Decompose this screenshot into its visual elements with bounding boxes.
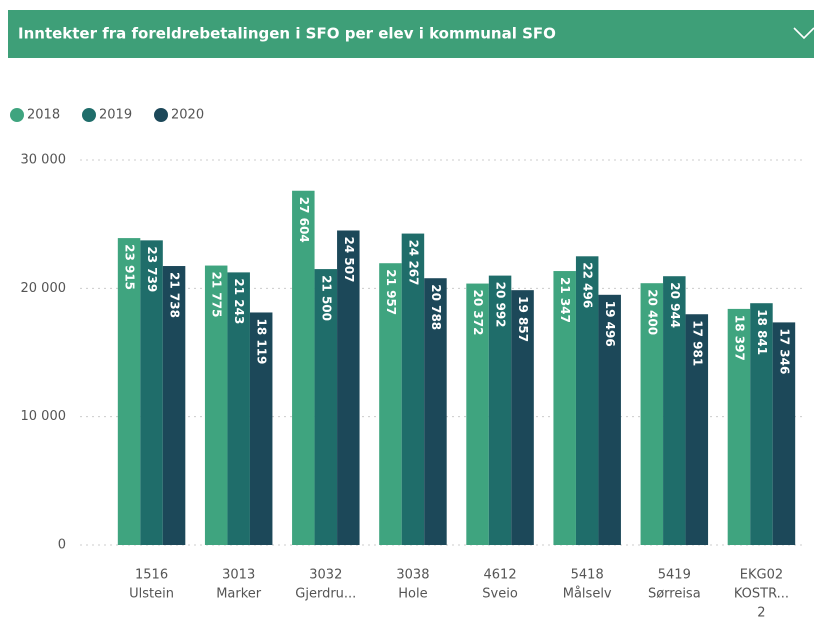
- data-label: 21 500: [319, 275, 333, 321]
- legend-swatch: [10, 108, 24, 122]
- data-label: 22 496: [581, 262, 595, 308]
- bar: [379, 263, 402, 545]
- data-label: 21 957: [384, 269, 398, 315]
- legend-label: 2018: [27, 108, 60, 123]
- x-tick-label: Sørreisa: [648, 587, 701, 602]
- data-label: 18 841: [755, 309, 769, 355]
- bar: [249, 312, 273, 545]
- bar: [727, 308, 751, 545]
- x-tick-label: 4612: [484, 568, 517, 583]
- x-tick-label: Sveio: [482, 587, 518, 602]
- data-label: 20 944: [668, 282, 682, 328]
- data-label: 18 119: [255, 318, 269, 364]
- bar: [401, 233, 425, 546]
- bar: [314, 269, 338, 545]
- bar: [553, 271, 576, 545]
- data-label: 18 397: [732, 315, 746, 361]
- x-tick-label: KOSTR...: [734, 587, 789, 602]
- chart-title: Inntekter fra foreldrebetalingen i SFO p…: [18, 25, 556, 43]
- data-label: 21 243: [232, 278, 246, 324]
- data-label: 21 738: [168, 272, 182, 318]
- data-label: 24 507: [342, 236, 356, 282]
- x-tick-label: 3038: [396, 568, 429, 583]
- bar: [488, 275, 512, 545]
- x-tick-label: 5419: [658, 568, 691, 583]
- data-label: 17 346: [777, 328, 791, 374]
- header-bar[interactable]: [8, 10, 814, 58]
- data-label: 20 372: [471, 290, 485, 336]
- y-tick-label: 0: [58, 538, 66, 553]
- x-tick-label: 1516: [135, 568, 168, 583]
- data-label: 21 347: [558, 277, 572, 323]
- bar: [227, 272, 250, 545]
- legend-label: 2019: [99, 108, 132, 123]
- bar: [663, 276, 686, 545]
- bar: [204, 265, 228, 545]
- data-label: 23 739: [145, 246, 159, 292]
- bar: [292, 190, 315, 546]
- bar: [511, 290, 534, 545]
- x-tick-label: EKG02: [740, 568, 783, 583]
- x-tick-label: 3032: [309, 568, 342, 583]
- data-label: 19 857: [516, 296, 530, 342]
- x-tick-label: Målselv: [563, 587, 612, 602]
- data-label: 21 775: [210, 272, 224, 318]
- x-tick-label: Gjerdru...: [295, 587, 356, 602]
- bar: [140, 240, 163, 546]
- y-tick-label: 10 000: [21, 409, 67, 424]
- bar: [685, 314, 709, 545]
- data-label: 20 992: [494, 282, 508, 328]
- chevron[interactable]: [793, 27, 814, 40]
- bar: [162, 266, 186, 545]
- x-tick-label: Hole: [398, 587, 427, 602]
- x-tick-label: 3013: [222, 568, 255, 583]
- bar: [640, 283, 664, 545]
- bar: [575, 256, 599, 545]
- data-label: 24 267: [406, 240, 420, 286]
- data-label: 20 400: [645, 289, 659, 335]
- data-label: 17 981: [690, 320, 704, 366]
- bar: [117, 238, 141, 546]
- bar: [772, 322, 796, 545]
- x-tick-label: 5418: [571, 568, 604, 583]
- legend-label: 2020: [171, 108, 204, 123]
- data-label: 20 788: [429, 284, 443, 330]
- bar: [337, 230, 360, 545]
- legend-swatch: [154, 108, 168, 122]
- y-tick-label: 30 000: [21, 153, 67, 168]
- data-label: 19 496: [603, 301, 617, 347]
- bar: [424, 278, 447, 545]
- bar: [466, 283, 489, 545]
- bar: [598, 294, 621, 545]
- data-label: 27 604: [297, 197, 311, 243]
- legend-swatch: [82, 108, 96, 122]
- bar: [750, 303, 773, 545]
- x-tick-label: 2: [757, 606, 765, 621]
- x-tick-label: Ulstein: [129, 587, 174, 602]
- x-tick-label: Marker: [216, 587, 262, 602]
- y-tick-label: 20 000: [21, 281, 67, 296]
- data-label: 23 915: [123, 244, 137, 290]
